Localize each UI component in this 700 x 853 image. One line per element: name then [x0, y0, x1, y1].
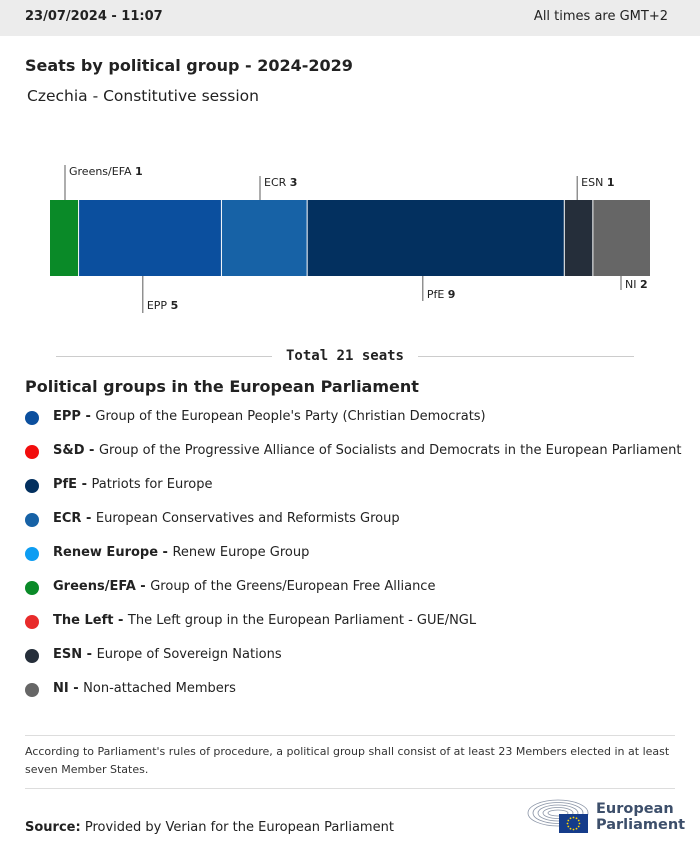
- bar-esn: [564, 200, 593, 276]
- legend-abbr: The Left -: [53, 613, 128, 628]
- legend-abbr: EPP -: [53, 409, 96, 424]
- legend-abbr: ECR -: [53, 511, 96, 526]
- legend-color-dot: [25, 411, 39, 425]
- legend-abbr: NI -: [53, 681, 84, 696]
- bar-label-pfe: PfE 9: [427, 288, 456, 301]
- legend-color-dot: [25, 547, 39, 561]
- legend-name: Patriots for Europe: [91, 477, 213, 492]
- bar-label-greens-efa: Greens/EFA 1: [69, 165, 143, 178]
- flag-star: [578, 822, 581, 825]
- chart-title: Seats by political group - 2024-2029: [25, 56, 353, 75]
- bar-greens-efa: [50, 200, 79, 276]
- bar-label-ni: NI 2: [625, 278, 648, 291]
- total-seats: Total 21 seats: [56, 346, 634, 368]
- flag-star: [575, 827, 578, 830]
- legend-color-dot: [25, 513, 39, 527]
- legend-text: S&D - Group of the Progressive Alliance …: [53, 443, 681, 458]
- divider: [25, 788, 675, 789]
- legend-color-dot: [25, 683, 39, 697]
- divider: [25, 735, 675, 736]
- logo-line-1: European: [596, 801, 674, 817]
- timestamp: 23/07/2024 - 11:07: [25, 9, 163, 24]
- legend-abbr: Renew Europe -: [53, 545, 173, 560]
- rules-note: According to Parliament's rules of proce…: [25, 745, 670, 776]
- bar-label-esn: ESN 1: [581, 176, 614, 189]
- legend-name: Europe of Sovereign Nations: [96, 647, 282, 662]
- legend-title: Political groups in the European Parliam…: [25, 377, 419, 396]
- legend-abbr: ESN -: [53, 647, 97, 662]
- legend-color-dot: [25, 649, 39, 663]
- legend-text: The Left - The Left group in the Europea…: [53, 613, 476, 628]
- flag-star: [572, 828, 575, 831]
- european-parliament-logo: European Parliament: [526, 797, 685, 837]
- flag-star: [567, 825, 570, 828]
- top-bar: 23/07/2024 - 11:07 All times are GMT+2: [0, 0, 700, 36]
- bar-label-epp: EPP 5: [147, 299, 178, 312]
- legend-color-dot: [25, 581, 39, 595]
- seats-bar-chart: Greens/EFA 1 EPP 5 ECR 3 PfE 9 ESN 1 NI 2: [50, 165, 650, 313]
- bar-ni: [592, 200, 650, 276]
- hemicycle-icon: [527, 799, 589, 833]
- bar-pfe: [307, 200, 565, 276]
- bar-label-ecr: ECR 3: [264, 176, 297, 189]
- source-text: Provided by Verian for the European Parl…: [84, 820, 394, 835]
- legend-color-dot: [25, 479, 39, 493]
- flag-star: [577, 825, 580, 828]
- bar-epp: [78, 200, 222, 276]
- legend-color-dot: [25, 445, 39, 459]
- legend-name: The Left group in the European Parliamen…: [127, 613, 477, 628]
- source-label: Source:: [25, 820, 81, 835]
- legend-name: Renew Europe Group: [172, 545, 310, 560]
- legend-text: EPP - Group of the European People's Par…: [53, 409, 486, 424]
- legend-text: Greens/EFA - Group of the Greens/Europea…: [53, 579, 435, 594]
- legend-text: ECR - European Conservatives and Reformi…: [53, 511, 400, 526]
- legend-name: European Conservatives and Reformists Gr…: [95, 511, 400, 526]
- legend-text: PfE - Patriots for Europe: [53, 477, 212, 492]
- flag-star: [572, 816, 575, 819]
- flag-star: [575, 817, 578, 820]
- flag-star: [569, 827, 572, 830]
- chart-subtitle: Czechia - Constitutive session: [27, 87, 259, 105]
- bar-ecr: [221, 200, 308, 276]
- legend-abbr: Greens/EFA -: [53, 579, 151, 594]
- source-line: Source: Provided by Verian for the Europ…: [25, 820, 394, 835]
- divider-line: [418, 356, 634, 357]
- legend-name: Group of the European People's Party (Ch…: [95, 409, 486, 424]
- legend-text: Renew Europe - Renew Europe Group: [53, 545, 309, 560]
- legend-name: Group of the Greens/European Free Allian…: [150, 579, 436, 594]
- flag-star: [567, 819, 570, 822]
- timezone-note: All times are GMT+2: [533, 9, 668, 24]
- legend-color-dot: [25, 615, 39, 629]
- legend-name: Non-attached Members: [83, 681, 236, 696]
- flag-star: [569, 817, 572, 820]
- divider-line: [56, 356, 272, 357]
- flag-star: [577, 819, 580, 822]
- total-seats-label: Total 21 seats: [285, 348, 404, 364]
- legend-text: ESN - Europe of Sovereign Nations: [53, 647, 282, 662]
- legend-abbr: S&D -: [53, 443, 99, 458]
- legend-abbr: PfE -: [53, 477, 92, 492]
- legend-name: Group of the Progressive Alliance of Soc…: [98, 443, 682, 458]
- logo-line-2: Parliament: [596, 817, 686, 833]
- flag-star: [566, 822, 569, 825]
- legend-text: NI - Non-attached Members: [53, 681, 236, 696]
